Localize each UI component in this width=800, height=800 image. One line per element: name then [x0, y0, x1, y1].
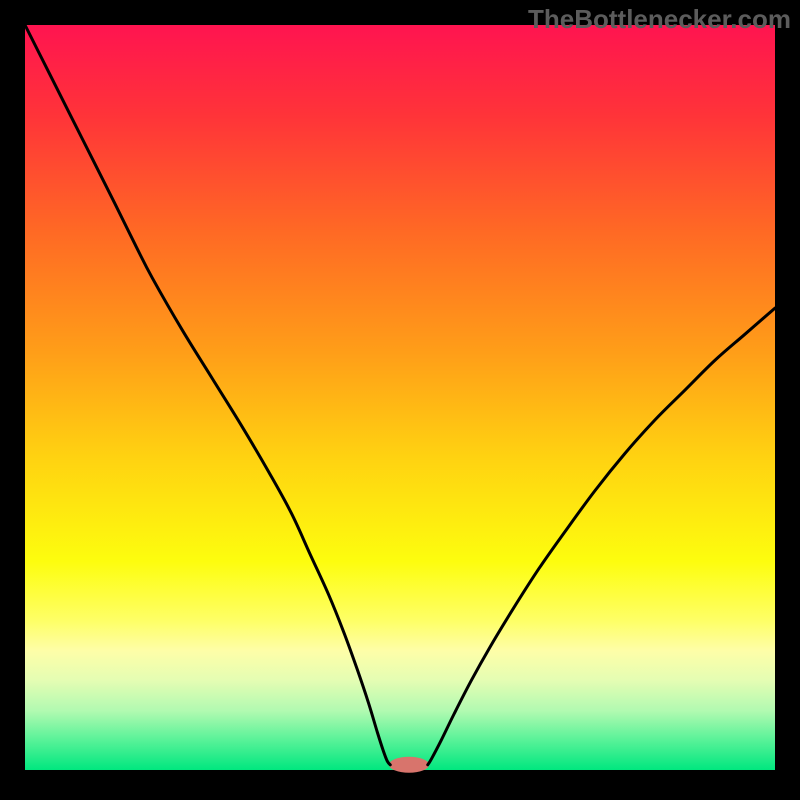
optimal-marker — [389, 757, 429, 773]
curve-left-branch — [25, 25, 390, 765]
bottleneck-curve — [0, 0, 800, 800]
curve-right-branch — [428, 308, 775, 765]
